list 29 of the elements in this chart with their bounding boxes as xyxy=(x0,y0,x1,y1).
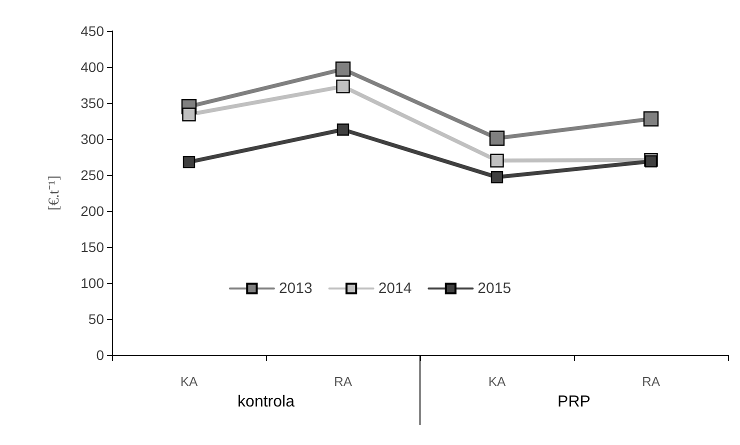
x-tick-label: RA xyxy=(642,374,660,389)
y-tick-label: 150 xyxy=(80,239,104,255)
x-tick-label: RA xyxy=(334,374,352,389)
y-tick-label: 400 xyxy=(80,59,104,75)
x-tick-label: KA xyxy=(488,374,506,389)
point xyxy=(643,111,659,126)
point xyxy=(335,62,351,77)
text: kontrola xyxy=(238,394,295,410)
point xyxy=(182,108,196,122)
point xyxy=(490,171,504,184)
y-tick-label: 350 xyxy=(80,95,104,111)
legend-label: 2013 xyxy=(278,280,312,297)
point xyxy=(489,130,505,146)
text: PRP xyxy=(558,394,590,410)
point xyxy=(182,156,196,168)
point xyxy=(336,80,350,94)
point xyxy=(336,124,350,136)
legend-label: 2015 xyxy=(478,280,512,297)
x-tick-label: KA xyxy=(180,374,198,389)
y-tick-label: 100 xyxy=(80,275,104,291)
y-axis-title: [€.t⁻¹] xyxy=(46,176,62,210)
y-tick-label: 450 xyxy=(80,23,104,39)
y-tick-label: 200 xyxy=(80,203,104,219)
legend-label: 2014 xyxy=(378,280,412,297)
y-tick-label: 50 xyxy=(88,311,104,327)
y-tick-label: 250 xyxy=(80,167,104,183)
point xyxy=(490,154,504,168)
y-tick-label: 300 xyxy=(80,131,104,147)
y-tick-label: 0 xyxy=(96,347,104,363)
